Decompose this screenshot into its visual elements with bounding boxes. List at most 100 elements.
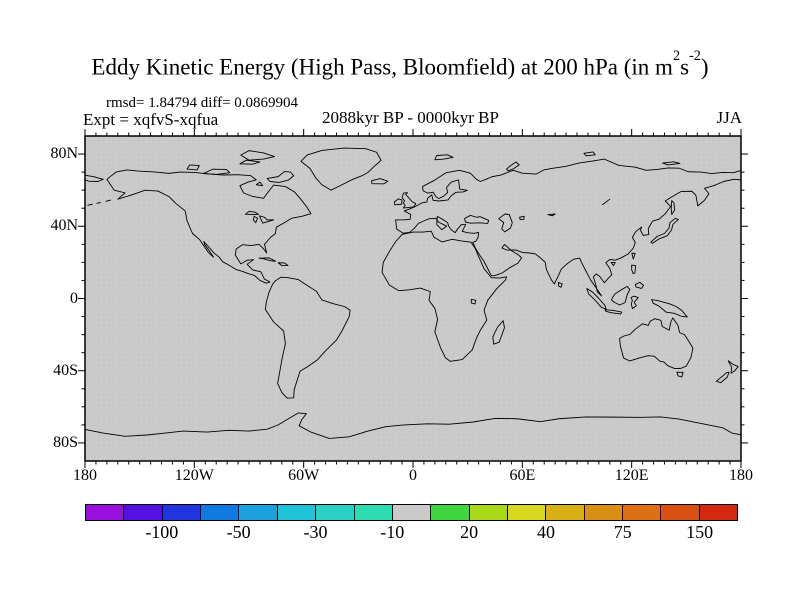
island-taiwan — [632, 253, 635, 259]
period-label: 2088kyr BP - 0000kyr BP — [322, 108, 499, 127]
island-sulawesi — [631, 296, 638, 308]
island-new-siberian — [663, 162, 680, 165]
coast-south-america — [265, 277, 350, 398]
coast-aleutians — [88, 200, 111, 205]
island-svalbard — [435, 155, 453, 160]
island-hispaniola — [278, 263, 288, 266]
title-close-paren: ) — [700, 54, 709, 80]
island-novaya-zemlya — [506, 162, 519, 171]
world-map-panel — [78, 129, 748, 468]
island-baffin — [267, 172, 293, 183]
colorbar-cell-8 — [392, 505, 432, 520]
colorbar-cell-6 — [316, 505, 355, 520]
island-luzon — [632, 265, 636, 273]
lon-tick-label-180-6: 180 — [729, 467, 753, 484]
lake-superior — [245, 211, 258, 214]
colorbar-label--100: -100 — [145, 522, 179, 542]
island-java — [605, 310, 622, 314]
colorbar-label-40: 40 — [536, 522, 555, 542]
colorbar-label-20: 20 — [460, 522, 479, 542]
coast-australia — [620, 318, 693, 369]
island-victoria — [203, 169, 229, 174]
island-tasmania — [677, 372, 683, 377]
colorbar-cell-9 — [431, 505, 470, 520]
island-great-britain — [402, 193, 416, 208]
lat-tick-label-40S: 40S — [53, 361, 78, 379]
island-mindanao — [635, 282, 643, 288]
coast-eurasia-arctic — [396, 159, 741, 220]
colorbar-cell-1 — [124, 505, 163, 520]
title-superscript-2: 2 — [672, 47, 681, 64]
colorbar-cell-4 — [239, 505, 278, 520]
lon-tick-label-180-0: 180 — [73, 467, 97, 484]
island-banks — [187, 165, 199, 170]
lon-tick-label-60W-2: 60W — [288, 467, 320, 484]
colorbar-cell-2 — [162, 505, 202, 520]
island-borneo — [612, 286, 630, 305]
lat-tick-label-0: 0 — [70, 289, 78, 307]
lat-tick-label-80N: 80N — [50, 145, 78, 163]
title-s: s — [680, 54, 690, 80]
coast-africa — [382, 231, 506, 361]
lon-tick-label-120E-5: 120E — [614, 467, 649, 484]
colorbar-label-75: 75 — [613, 522, 632, 542]
lon-tick-label-0-3: 0 — [409, 467, 417, 484]
colorbar — [85, 504, 738, 521]
colorbar-cell-12 — [546, 505, 585, 520]
colorbar-cell-7 — [354, 505, 393, 520]
coast-chukotka-fragment — [85, 175, 103, 181]
lon-tick-label-60E-4: 60E — [509, 467, 536, 484]
coast-madagascar — [493, 321, 505, 344]
colorbar-label--10: -10 — [380, 522, 405, 542]
stats-line: rmsd= 1.84794 diff= 0.0869904 — [106, 95, 299, 111]
island-new-zealand-south — [716, 372, 729, 382]
island-ellesmere — [241, 151, 275, 161]
island-japan — [651, 218, 679, 243]
experiment-label: Expt = xqfvS-xqfua — [83, 110, 219, 129]
island-sri-lanka — [558, 282, 562, 287]
island-ireland — [394, 199, 402, 205]
colorbar-label-150: 150 — [686, 522, 714, 542]
lake-baikal — [603, 199, 610, 204]
island-new-zealand-north — [728, 361, 738, 373]
colorbar-cell-5 — [277, 505, 317, 520]
lat-tick-label-80S: 80S — [53, 433, 78, 451]
colorbar-cell-0 — [86, 505, 125, 520]
colorbar-cell-3 — [201, 505, 240, 520]
map-canvas — [78, 129, 748, 468]
island-sumatra — [587, 289, 606, 310]
lake-black-sea — [465, 215, 489, 223]
island-new-guinea — [652, 300, 688, 317]
lat-tick-label-40N: 40N — [50, 217, 78, 235]
island-hainan — [611, 262, 615, 265]
colorbar-cell-14 — [623, 505, 662, 520]
lon-tick-label-120W-1: 120W — [174, 467, 214, 484]
coast-north-america — [107, 170, 311, 283]
colorbar-cell-11 — [507, 505, 547, 520]
title-superscript-minus2: -2 — [689, 47, 701, 64]
figure-title: Eddy Kinetic Energy (High Pass, Bloomfie… — [0, 48, 800, 81]
map-background — [85, 136, 741, 461]
island-devon — [240, 160, 260, 164]
colorbar-label--30: -30 — [303, 522, 328, 542]
colorbar-cell-16 — [699, 505, 738, 520]
lake-caspian-sea — [499, 214, 513, 232]
coast-greenland — [301, 148, 381, 190]
colorbar-cell-13 — [584, 505, 624, 520]
lake-aral — [520, 216, 525, 219]
map-frame — [84, 135, 742, 462]
island-sakhalin — [671, 201, 674, 215]
island-iceland — [371, 179, 387, 184]
lake-michigan — [253, 216, 257, 222]
lake-victoria — [471, 299, 476, 304]
lakes-huron-erie-ontario — [259, 216, 273, 223]
coastlines — [85, 148, 741, 438]
coast-antarctica — [85, 413, 741, 438]
colorbar-cell-10 — [469, 505, 508, 520]
lake-balkhash — [548, 214, 555, 216]
colorbar-label--50: -50 — [226, 522, 251, 542]
island-severnaya-zemlya — [584, 152, 595, 156]
title-text: Eddy Kinetic Energy (High Pass, Bloomfie… — [91, 54, 673, 80]
colorbar-cell-15 — [661, 505, 700, 520]
